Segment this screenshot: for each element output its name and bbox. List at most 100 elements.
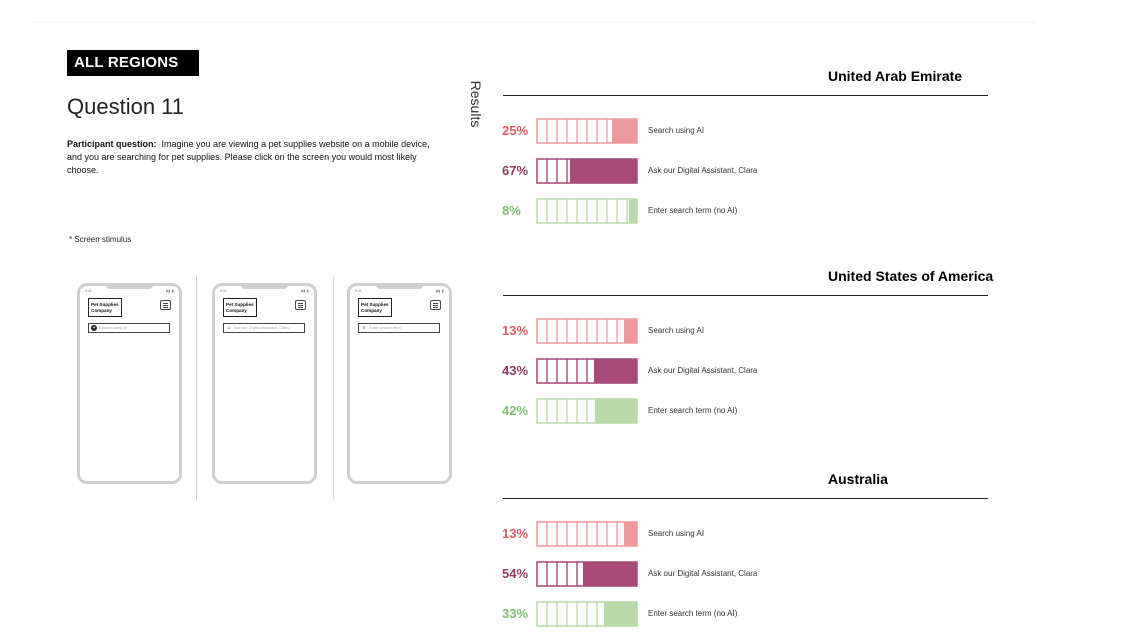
hamburger-menu-icon xyxy=(430,300,441,310)
option-label: Search using AI xyxy=(648,529,705,538)
bar-fill xyxy=(624,319,637,343)
section-title: Australia xyxy=(828,471,888,487)
result-section: United Arab Emirate 25% Search using AI 67%… xyxy=(500,68,1020,238)
phone-mockup-ai: 9:41 ▮▮ ▮ Pet Supplies Company ✦ Search us… xyxy=(77,283,182,484)
bar-border xyxy=(536,118,638,144)
bar-segment xyxy=(556,561,568,587)
bar-segment xyxy=(536,398,548,424)
status-signal-icon: ▮▮ ▮ xyxy=(301,289,309,293)
bar-segment xyxy=(566,318,578,344)
bar-segment xyxy=(566,561,578,587)
bar-segment xyxy=(596,118,608,144)
bar-border xyxy=(536,561,638,587)
bar-segment xyxy=(556,118,568,144)
bar-segment xyxy=(566,118,578,144)
results-label: Results xyxy=(468,80,484,128)
bar-track xyxy=(536,158,638,184)
company-logo: Pet Supplies Company xyxy=(223,298,257,317)
option-label: Search using AI xyxy=(648,126,705,135)
bar-segment xyxy=(556,521,568,547)
bar-segment xyxy=(536,318,548,344)
bar-segment xyxy=(536,158,548,184)
status-time: 9:41 xyxy=(85,289,92,293)
bar-segment xyxy=(566,198,578,224)
region-tag: ALL REGIONS xyxy=(67,50,199,76)
bar-segment xyxy=(536,198,548,224)
result-section: United States of America 13% Search using … xyxy=(500,268,1020,438)
bar-segment xyxy=(596,318,608,344)
phone-divider xyxy=(196,276,197,500)
bar-border xyxy=(536,398,638,424)
search-input-assistant: ☺ Ask our Digital Assistant, Clara xyxy=(223,323,305,333)
result-row: 42% Enter search term (no AI) xyxy=(500,398,830,424)
bar-segment xyxy=(576,398,588,424)
bar-segment xyxy=(546,521,558,547)
status-time: 9:41 xyxy=(220,289,227,293)
bar-fill xyxy=(595,399,637,423)
option-label: Enter search term (no AI) xyxy=(648,609,738,618)
result-row: 67% Ask our Digital Assistant, Clara xyxy=(500,158,830,184)
phone-notch xyxy=(376,283,423,289)
assistant-avatar-icon: ☺ xyxy=(226,325,232,331)
company-logo: Pet Supplies Company xyxy=(358,298,392,317)
bar-track xyxy=(536,358,638,384)
percent-label: 42% xyxy=(502,403,529,418)
percent-label: 67% xyxy=(502,163,529,178)
bar-segment xyxy=(546,158,558,184)
option-label: Search using AI xyxy=(648,326,705,335)
stimulus-note: * Screen stimulus xyxy=(69,235,132,244)
bar-segment xyxy=(536,561,548,587)
section-rule xyxy=(503,295,988,296)
percent-label: 13% xyxy=(502,526,529,541)
question-text: Imagine you are viewing a pet supplies w… xyxy=(67,139,430,175)
result-row: 25% Search using AI xyxy=(500,118,830,144)
result-row: 13% Search using AI xyxy=(500,521,830,547)
bar-track xyxy=(536,521,638,547)
status-signal-icon: ▮▮ ▮ xyxy=(436,289,444,293)
bar-track xyxy=(536,118,638,144)
bar-segment xyxy=(536,521,548,547)
bar-border xyxy=(536,601,638,627)
phone-notch xyxy=(106,283,153,289)
top-divider xyxy=(32,22,1036,23)
bar-segment xyxy=(546,398,558,424)
percent-label: 54% xyxy=(502,566,529,581)
bar-segment xyxy=(576,198,588,224)
bar-segment xyxy=(556,158,568,184)
option-label: Ask our Digital Assistant, Clara xyxy=(648,366,758,375)
bar-segment xyxy=(576,318,588,344)
bar-track xyxy=(536,198,638,224)
option-label: Ask our Digital Assistant, Clara xyxy=(648,569,758,578)
bar-segment xyxy=(586,318,598,344)
magnifier-icon: ⌕ xyxy=(362,325,366,331)
bar-segment xyxy=(606,198,618,224)
search-input-standard: ⌕ Enter search term xyxy=(358,323,440,333)
bar-segment xyxy=(566,398,578,424)
bar-segment xyxy=(556,198,568,224)
result-row: 43% Ask our Digital Assistant, Clara xyxy=(500,358,830,384)
bar-segment xyxy=(536,601,548,627)
percent-label: 25% xyxy=(502,123,529,138)
bar-track xyxy=(536,318,638,344)
section-title: United States of America xyxy=(828,268,994,284)
bar-track xyxy=(536,601,638,627)
bar-segment xyxy=(546,118,558,144)
percent-label: 13% xyxy=(502,323,529,338)
bar-segment xyxy=(546,358,558,384)
bar-track xyxy=(536,561,638,587)
question-title: Question 11 xyxy=(67,94,185,119)
bar-segment xyxy=(586,198,598,224)
bar-border xyxy=(536,198,638,224)
bar-segment xyxy=(606,521,618,547)
bar-segment xyxy=(546,561,558,587)
result-row: 54% Ask our Digital Assistant, Clara xyxy=(500,561,830,587)
section-title: United Arab Emirate xyxy=(828,68,963,84)
bar-segment xyxy=(566,521,578,547)
bar-segment xyxy=(606,318,618,344)
phone-notch xyxy=(241,283,288,289)
percent-label: 43% xyxy=(502,363,529,378)
bar-segment xyxy=(586,521,598,547)
bar-fill xyxy=(604,602,637,626)
result-row: 33% Enter search term (no AI) xyxy=(500,601,830,627)
bar-segment xyxy=(546,601,558,627)
